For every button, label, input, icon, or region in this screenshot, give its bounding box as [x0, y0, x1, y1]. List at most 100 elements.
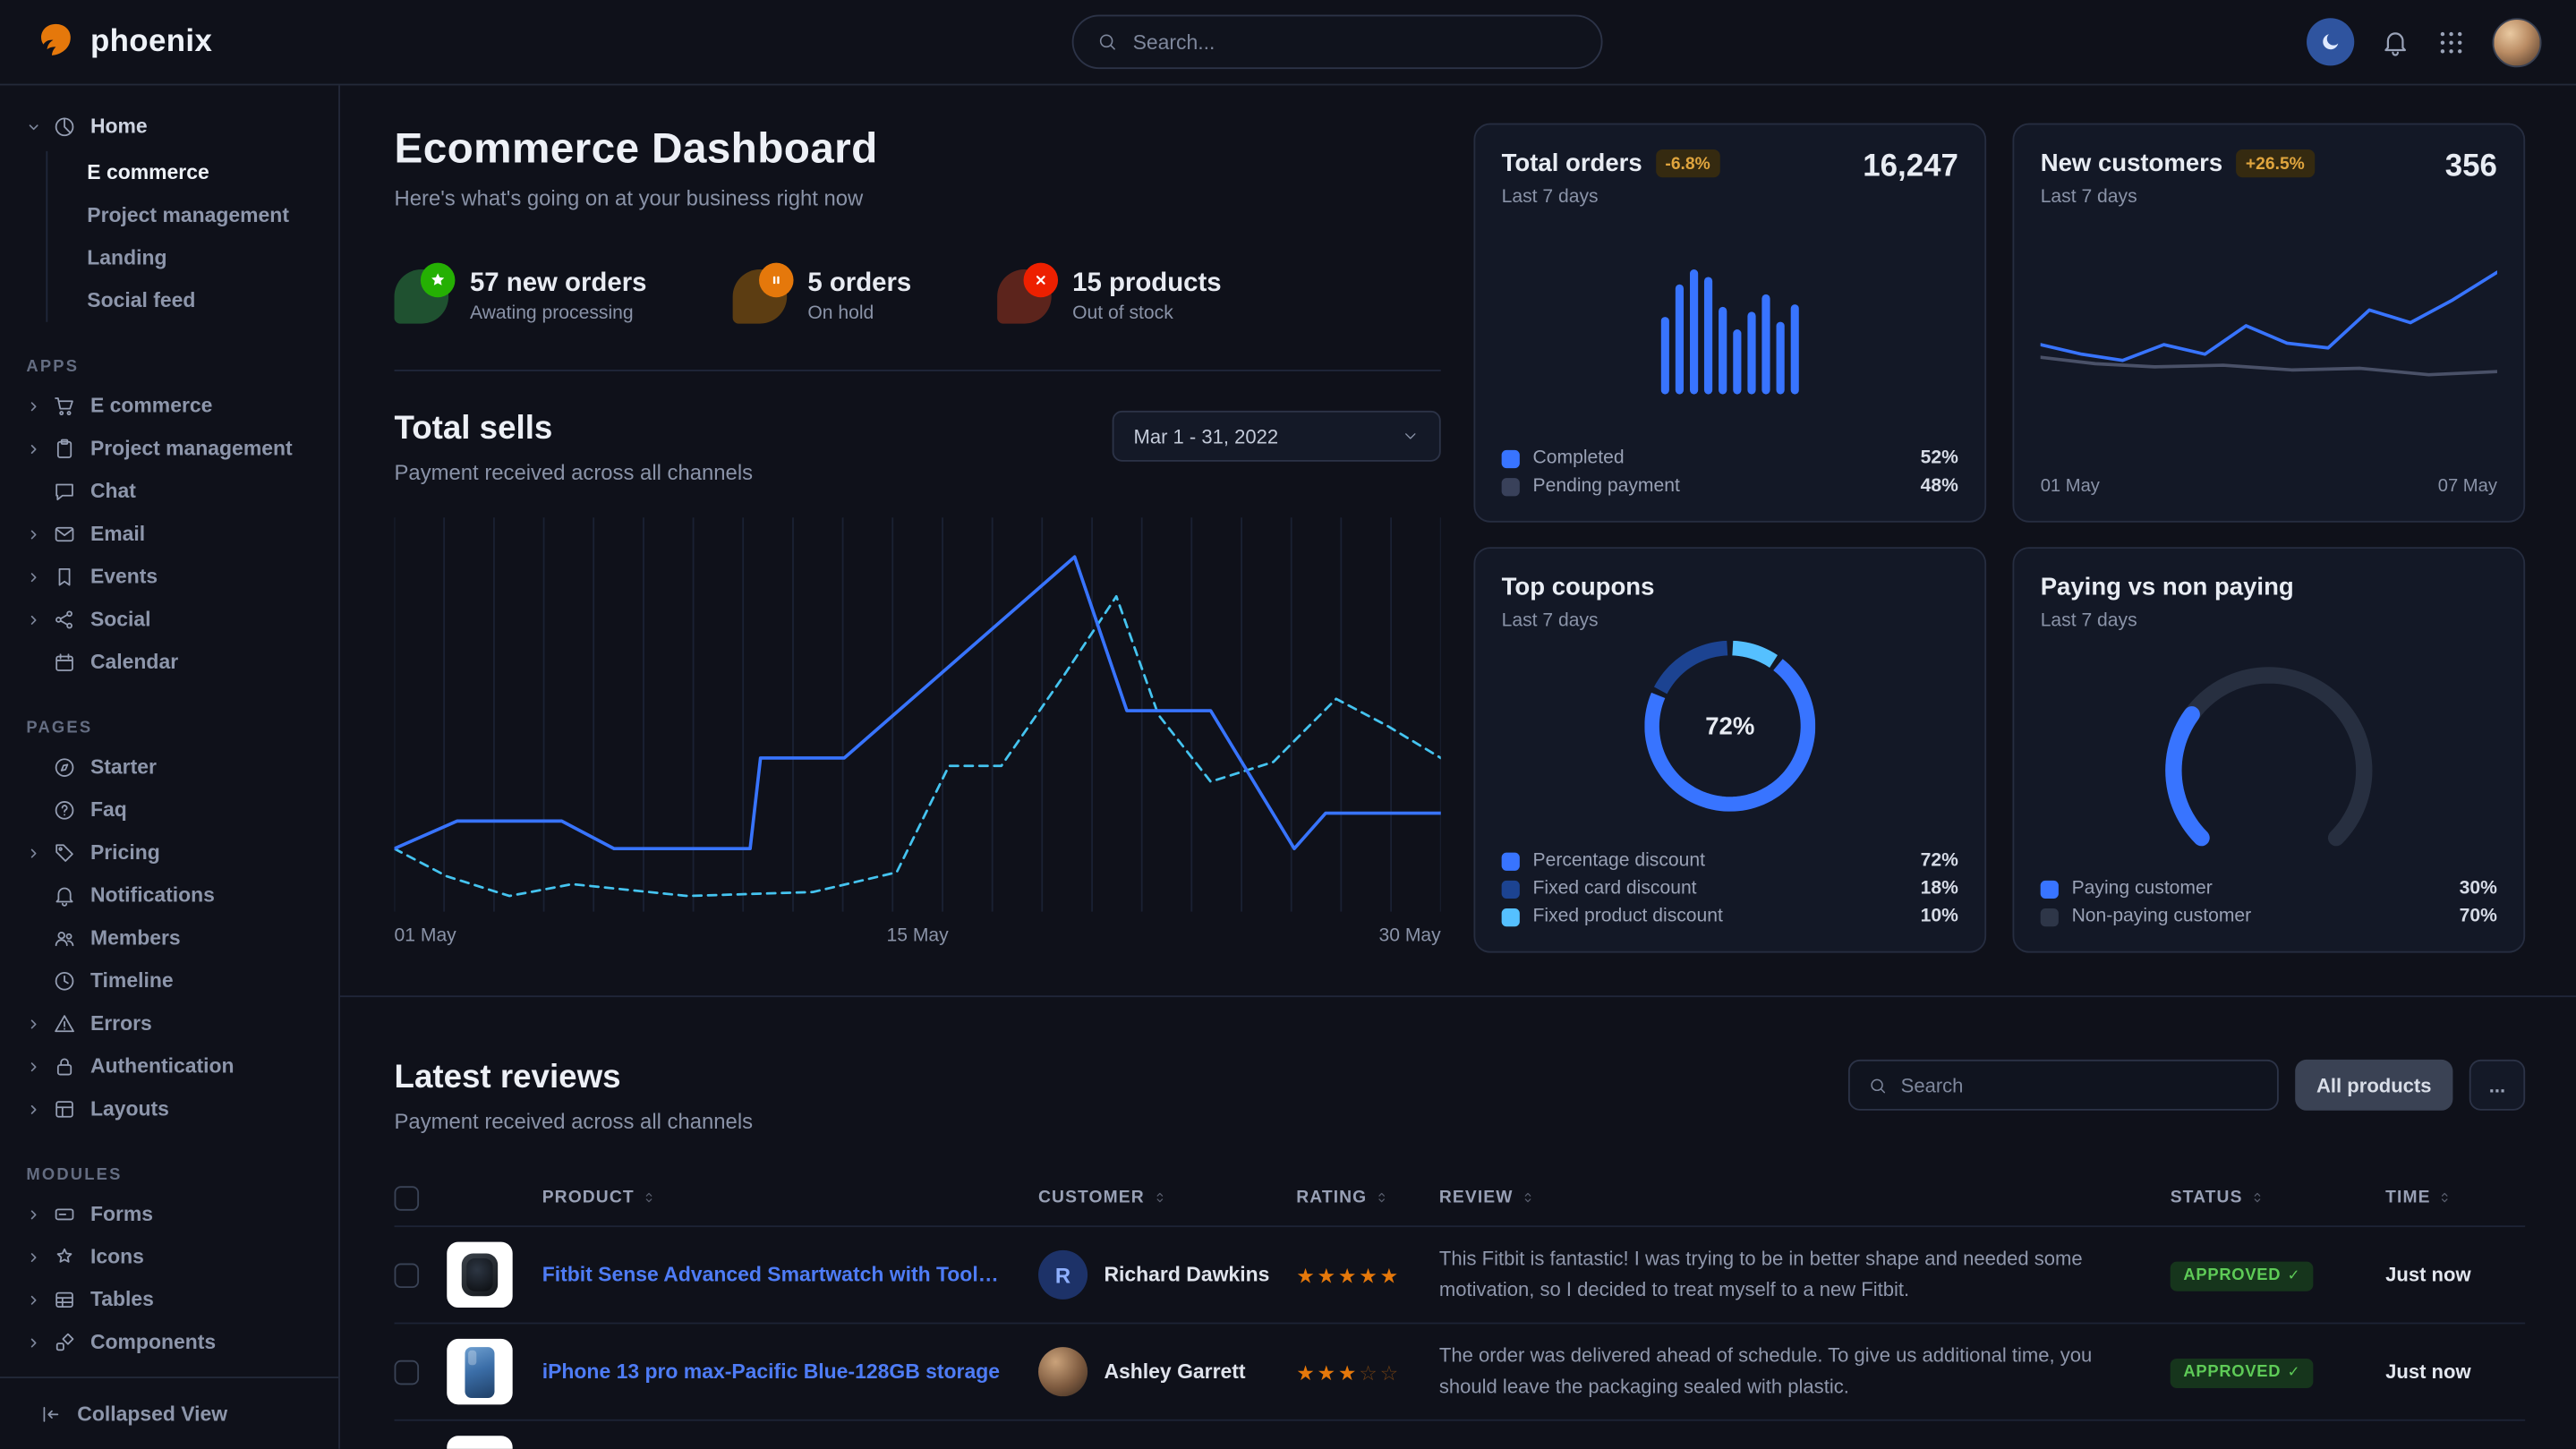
stat-value: 57 new orders — [470, 269, 647, 299]
column-label: PRODUCT — [542, 1188, 635, 1207]
clock-icon — [53, 968, 79, 993]
sidebar-item-email[interactable]: Email — [26, 513, 321, 556]
column-header-time[interactable]: TIME — [2385, 1188, 2523, 1207]
chevron-right-icon — [26, 1292, 41, 1308]
legend-swatch — [1502, 880, 1520, 898]
collapsed-view-toggle[interactable]: Collapsed View — [0, 1377, 338, 1449]
legend-label: Percentage discount — [1533, 851, 1705, 871]
date-range-select[interactable]: Mar 1 - 31, 2022 — [1113, 411, 1441, 462]
sidebar-item-icons[interactable]: Icons — [26, 1235, 321, 1278]
product-link[interactable]: iPhone 13 pro max-Pacific Blue-128GB sto… — [542, 1360, 1038, 1384]
reviews-search[interactable] — [1848, 1060, 2279, 1111]
x-stat-icon — [997, 269, 1052, 324]
sidebar-subitem-landing[interactable]: Landing — [47, 236, 322, 279]
sidebar-item-home[interactable]: Home — [26, 105, 321, 148]
sidebar-item-chat[interactable]: Chat — [26, 470, 321, 513]
column-header-customer[interactable]: CUSTOMER — [1038, 1188, 1296, 1207]
chart-x-axis: 01 May 07 May — [2041, 476, 2497, 496]
sidebar-item-timeline[interactable]: Timeline — [26, 959, 321, 1002]
main-content: Ecommerce Dashboard Here's what's going … — [340, 85, 2576, 1448]
star-empty-icon: ☆ — [1359, 1361, 1379, 1385]
notifications-button[interactable] — [2381, 27, 2410, 56]
sidebar-item-components[interactable]: Components — [26, 1321, 321, 1364]
customer-avatar: R — [1038, 1250, 1088, 1300]
sidebar-item-label: Errors — [90, 1012, 152, 1036]
chevron-down-icon — [1402, 427, 1420, 445]
chevron-right-icon — [26, 612, 41, 627]
column-header-rating[interactable]: RATING — [1296, 1188, 1439, 1207]
reviews-table: PRODUCT CUSTOMERRATINGREVIEWSTATUSTIME Fi… — [395, 1170, 2526, 1449]
star-filled-icon: ★ — [1380, 1264, 1401, 1287]
cart-icon — [53, 394, 79, 418]
chevron-right-icon — [26, 526, 41, 541]
legend: Paying customer30%Non-paying customer70% — [2041, 879, 2497, 926]
more-options-button[interactable]: ... — [2469, 1060, 2525, 1111]
home-subitems: E commerceProject managementLandingSocia… — [46, 151, 321, 322]
legend-value: 52% — [1921, 448, 1958, 468]
total-sells-line-chart — [395, 517, 1441, 912]
product-link[interactable]: Fitbit Sense Advanced Smartwatch with To… — [542, 1263, 1038, 1286]
stat-5-orders: 5 ordersOn hold — [732, 269, 911, 324]
all-products-button[interactable]: All products — [2295, 1060, 2452, 1111]
sidebar-subitem-social-feed[interactable]: Social feed — [47, 279, 322, 322]
compass-icon — [53, 755, 79, 780]
brand-logo[interactable]: phoenix — [35, 21, 213, 64]
sidebar-item-social[interactable]: Social — [26, 598, 321, 641]
sidebar-item-notifications[interactable]: Notifications — [26, 874, 321, 916]
sidebar-subitem-project-management[interactable]: Project management — [47, 194, 322, 237]
customer-name: Ashley Garrett — [1104, 1360, 1245, 1384]
sidebar-item-label: Tables — [90, 1288, 154, 1311]
sidebar-item-errors[interactable]: Errors — [26, 1002, 321, 1045]
sidebar-section-label: APPS — [26, 348, 321, 384]
trend-badge: -6.8% — [1655, 149, 1719, 177]
theme-toggle-button[interactable] — [2307, 18, 2354, 65]
sidebar-item-starter[interactable]: Starter — [26, 746, 321, 788]
card-title: New customers — [2041, 149, 2223, 177]
column-header-review[interactable]: REVIEW — [1439, 1188, 2171, 1207]
card-total-orders: Total orders -6.8% Last 7 days 16,247 Co… — [1473, 124, 1986, 523]
sort-icon — [2249, 1189, 2265, 1206]
select-all-checkbox[interactable] — [395, 1185, 420, 1210]
card-period: Last 7 days — [2041, 611, 2294, 631]
bookmark-icon — [53, 565, 79, 589]
sidebar-item-layouts[interactable]: Layouts — [26, 1087, 321, 1130]
sidebar-item-faq[interactable]: Faq — [26, 788, 321, 831]
card-paying-vs-non-paying: Paying vs non paying Last 7 days Paying … — [2012, 547, 2525, 952]
x-tick: 01 May — [395, 926, 456, 946]
star-filled-icon: ★ — [1338, 1264, 1359, 1287]
user-avatar[interactable] — [2492, 17, 2541, 66]
global-search-input[interactable] — [1133, 30, 1578, 54]
review-text: This Fitbit is fantastic! I was trying t… — [1439, 1244, 2171, 1305]
sidebar-item-pricing[interactable]: Pricing — [26, 831, 321, 874]
reviews-search-input[interactable] — [1901, 1073, 2259, 1096]
tag-icon — [53, 840, 79, 865]
card-title: Top coupons — [1502, 574, 1655, 601]
sidebar-item-label: Authentication — [90, 1054, 235, 1078]
row-checkbox[interactable] — [395, 1263, 420, 1288]
sidebar-item-events[interactable]: Events — [26, 555, 321, 598]
sidebar-item-project-management[interactable]: Project management — [26, 427, 321, 470]
sort-icon — [641, 1189, 657, 1206]
card-period: Last 7 days — [2041, 187, 2315, 207]
sidebar-item-authentication[interactable]: Authentication — [26, 1044, 321, 1087]
clipboard-icon — [53, 437, 79, 461]
product-thumbnail — [447, 1242, 512, 1308]
sidebar-item-calendar[interactable]: Calendar — [26, 641, 321, 684]
sidebar-item-tables[interactable]: Tables — [26, 1278, 321, 1321]
collapsed-view-label: Collapsed View — [77, 1402, 227, 1426]
legend-label: Fixed product discount — [1533, 907, 1723, 926]
sidebar-item-forms[interactable]: Forms — [26, 1193, 321, 1236]
column-header-product[interactable]: PRODUCT — [542, 1188, 1038, 1207]
row-checkbox[interactable] — [395, 1360, 420, 1385]
sidebar-item-members[interactable]: Members — [26, 916, 321, 959]
x-tick: 01 May — [2041, 476, 2100, 496]
legend-label: Non-paying customer — [2072, 907, 2252, 926]
sidebar-subitem-e-commerce[interactable]: E commerce — [47, 151, 322, 194]
card-new-customers: New customers +26.5% Last 7 days 356 01 … — [2012, 124, 2525, 523]
latest-reviews-section: Latest reviews Payment received across a… — [395, 997, 2526, 1449]
column-header-status[interactable]: STATUS — [2171, 1188, 2385, 1207]
apps-grid-button[interactable] — [2436, 27, 2466, 56]
sidebar-item-e-commerce[interactable]: E commerce — [26, 385, 321, 428]
star-filled-icon: ★ — [1296, 1361, 1317, 1385]
global-search[interactable] — [1072, 15, 1603, 70]
